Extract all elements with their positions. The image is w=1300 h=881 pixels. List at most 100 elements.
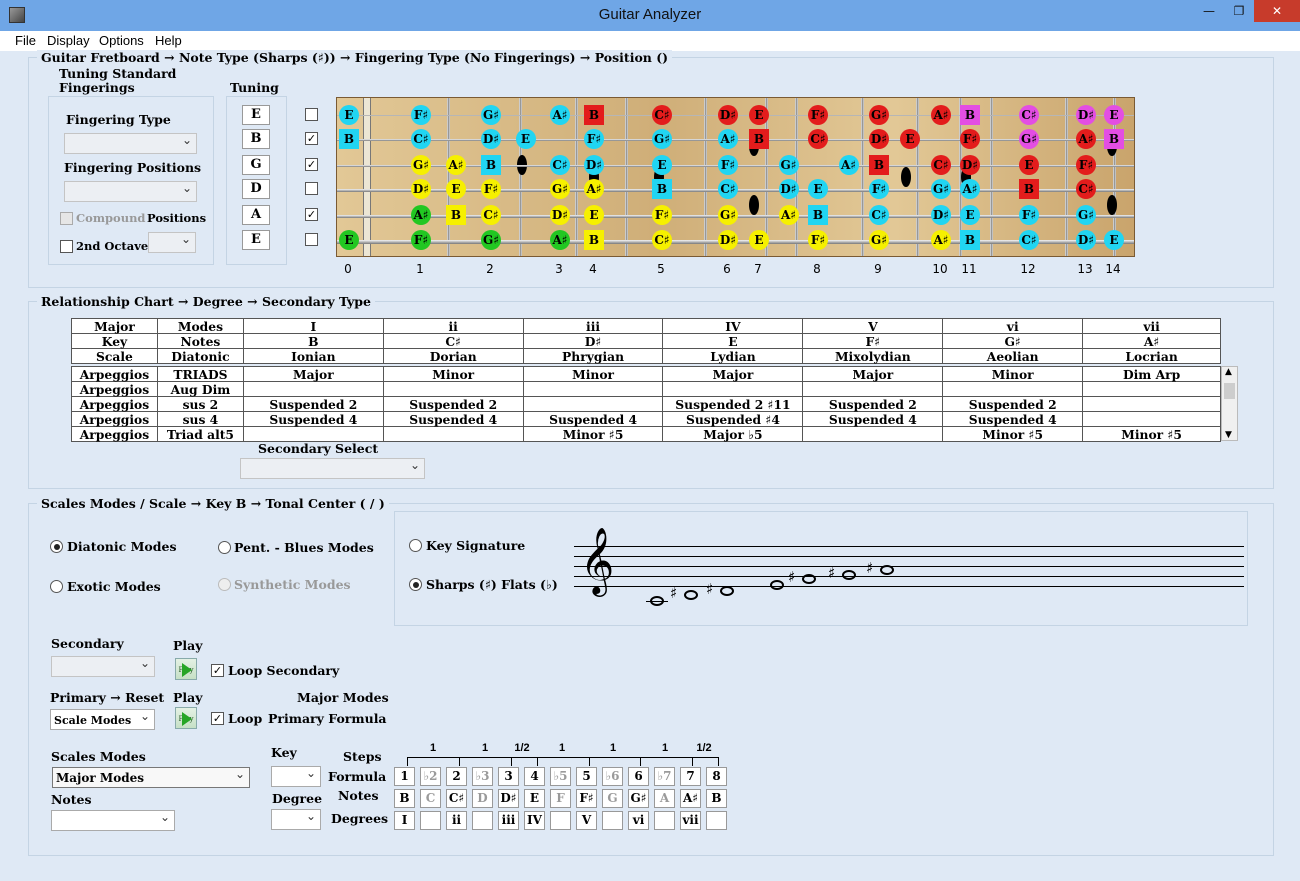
fret-note[interactable]: D♯: [1076, 105, 1096, 125]
degree-cell[interactable]: V: [576, 811, 597, 830]
fret-note[interactable]: C♯: [1076, 179, 1096, 199]
tuning-box-5[interactable]: A: [242, 205, 270, 225]
degree-cell[interactable]: vii: [680, 811, 701, 830]
fret-note[interactable]: G♯: [652, 129, 672, 149]
fret-note[interactable]: D♯: [718, 105, 738, 125]
tuning-box-2[interactable]: B: [242, 129, 270, 149]
fret-note[interactable]: A♯: [931, 230, 951, 250]
fret-note[interactable]: A♯: [550, 105, 570, 125]
chart-header-cell[interactable]: V: [802, 318, 944, 334]
sharps-flats-radio[interactable]: [409, 578, 422, 591]
arpeggio-cell[interactable]: [522, 381, 664, 397]
fret-note[interactable]: D♯: [718, 230, 738, 250]
second-octave-checkbox[interactable]: [60, 240, 73, 253]
fret-note[interactable]: B: [1019, 179, 1039, 199]
fret-note[interactable]: G♯: [1019, 129, 1039, 149]
secondary-select[interactable]: [240, 458, 425, 479]
play-secondary-button[interactable]: Play: [175, 658, 197, 680]
degree-cell[interactable]: [706, 811, 727, 830]
chart-header-cell[interactable]: D♯: [522, 333, 664, 349]
arpeggio-cell[interactable]: [382, 381, 524, 397]
fret-note[interactable]: G♯: [778, 155, 799, 175]
pent-blues-radio[interactable]: [218, 541, 231, 554]
arpeggio-cell[interactable]: Major: [242, 366, 384, 382]
fret-note[interactable]: C♯: [718, 179, 738, 199]
fret-note[interactable]: C♯: [1019, 230, 1039, 250]
fret-note[interactable]: B: [584, 230, 604, 250]
notes-cell[interactable]: A: [654, 789, 675, 808]
fret-note[interactable]: F♯: [718, 155, 738, 175]
fret-note[interactable]: G♯: [931, 179, 951, 199]
fret-note[interactable]: G♯: [550, 179, 570, 199]
degree-cell[interactable]: IV: [524, 811, 545, 830]
chart-header-cell[interactable]: IV: [662, 318, 804, 334]
arpeggio-cell[interactable]: [662, 381, 804, 397]
fret-note[interactable]: F♯: [1019, 205, 1039, 225]
minimize-button[interactable]: —: [1203, 4, 1215, 18]
fret-note[interactable]: A♯: [931, 105, 951, 125]
fret-note[interactable]: F♯: [960, 129, 980, 149]
fret-note[interactable]: G♯: [1076, 205, 1096, 225]
formula-cell[interactable]: ♭2: [420, 767, 441, 786]
fret-note[interactable]: C♯: [652, 230, 672, 250]
scale-modes-select[interactable]: Scale Modes: [50, 709, 155, 730]
arpeggio-cell[interactable]: [1082, 396, 1221, 412]
degree-cell[interactable]: [602, 811, 623, 830]
formula-cell[interactable]: 3: [498, 767, 519, 786]
fret-note[interactable]: B: [960, 105, 980, 125]
chart-header-cell[interactable]: Ionian: [242, 348, 384, 364]
arpeggio-cell[interactable]: Suspended 4: [522, 411, 664, 427]
fret-note[interactable]: G♯: [481, 105, 501, 125]
arpeggio-cell[interactable]: [522, 396, 664, 412]
arpeggio-cell[interactable]: Suspended 4: [242, 411, 384, 427]
fret-note[interactable]: E: [652, 155, 672, 175]
arpeggio-cell[interactable]: [382, 426, 524, 442]
arpeggio-cell[interactable]: Suspended 4: [382, 411, 524, 427]
formula-cell[interactable]: 5: [576, 767, 597, 786]
fret-note[interactable]: D♯: [550, 205, 570, 225]
arpeggio-cell[interactable]: Dim Arp: [1082, 366, 1221, 382]
fret-note[interactable]: B: [960, 230, 980, 250]
arpeggio-cell[interactable]: Minor ♯5: [522, 426, 664, 442]
fret-note[interactable]: A♯: [718, 129, 738, 149]
arpeggio-cell[interactable]: Minor: [382, 366, 524, 382]
play-primary-button[interactable]: Play: [175, 707, 197, 729]
chart-header-cell[interactable]: Dorian: [382, 348, 524, 364]
string-checkbox-3[interactable]: ✓: [305, 158, 318, 171]
notes-cell[interactable]: D: [472, 789, 493, 808]
formula-cell[interactable]: 4: [524, 767, 545, 786]
secondary-dropdown[interactable]: [51, 656, 155, 677]
arpeggio-cell[interactable]: Suspended 2: [942, 396, 1084, 412]
chart-scrollbar[interactable]: ▲ ▼: [1221, 366, 1238, 441]
degree-cell[interactable]: [550, 811, 571, 830]
arpeggio-cell[interactable]: [1082, 381, 1221, 397]
chart-header-cell[interactable]: I: [242, 318, 384, 334]
fret-note[interactable]: E: [900, 129, 920, 149]
fret-note[interactable]: B: [481, 155, 501, 175]
fingering-positions-select[interactable]: [64, 181, 197, 202]
chart-header-cell[interactable]: B: [242, 333, 384, 349]
formula-cell[interactable]: 1: [394, 767, 415, 786]
loop-secondary-checkbox[interactable]: ✓: [211, 664, 224, 677]
arpeggio-cell[interactable]: Suspended 2 ♯11: [662, 396, 804, 412]
arpeggio-cell[interactable]: Minor ♯5: [942, 426, 1084, 442]
fret-note[interactable]: A♯: [1076, 129, 1096, 149]
fret-note[interactable]: C♯: [1019, 105, 1039, 125]
formula-cell[interactable]: 7: [680, 767, 701, 786]
arpeggio-cell[interactable]: Suspended 2: [382, 396, 524, 412]
arpeggio-cell[interactable]: Major: [802, 366, 944, 382]
fret-note[interactable]: B: [584, 105, 604, 125]
fret-note[interactable]: F♯: [652, 205, 672, 225]
fret-note[interactable]: E: [960, 205, 980, 225]
fret-note[interactable]: D♯: [931, 205, 951, 225]
fret-note[interactable]: C♯: [481, 205, 501, 225]
notes-cell[interactable]: A♯: [680, 789, 701, 808]
fret-note[interactable]: D♯: [778, 179, 799, 199]
arpeggio-cell[interactable]: Suspended ♯4: [662, 411, 804, 427]
arpeggio-cell[interactable]: [942, 381, 1084, 397]
string-checkbox-4[interactable]: [305, 182, 318, 195]
compound-checkbox[interactable]: [60, 212, 73, 225]
arpeggio-cell[interactable]: Suspended 2: [242, 396, 384, 412]
tuning-box-4[interactable]: D: [242, 179, 270, 199]
fret-note[interactable]: E: [446, 179, 466, 199]
